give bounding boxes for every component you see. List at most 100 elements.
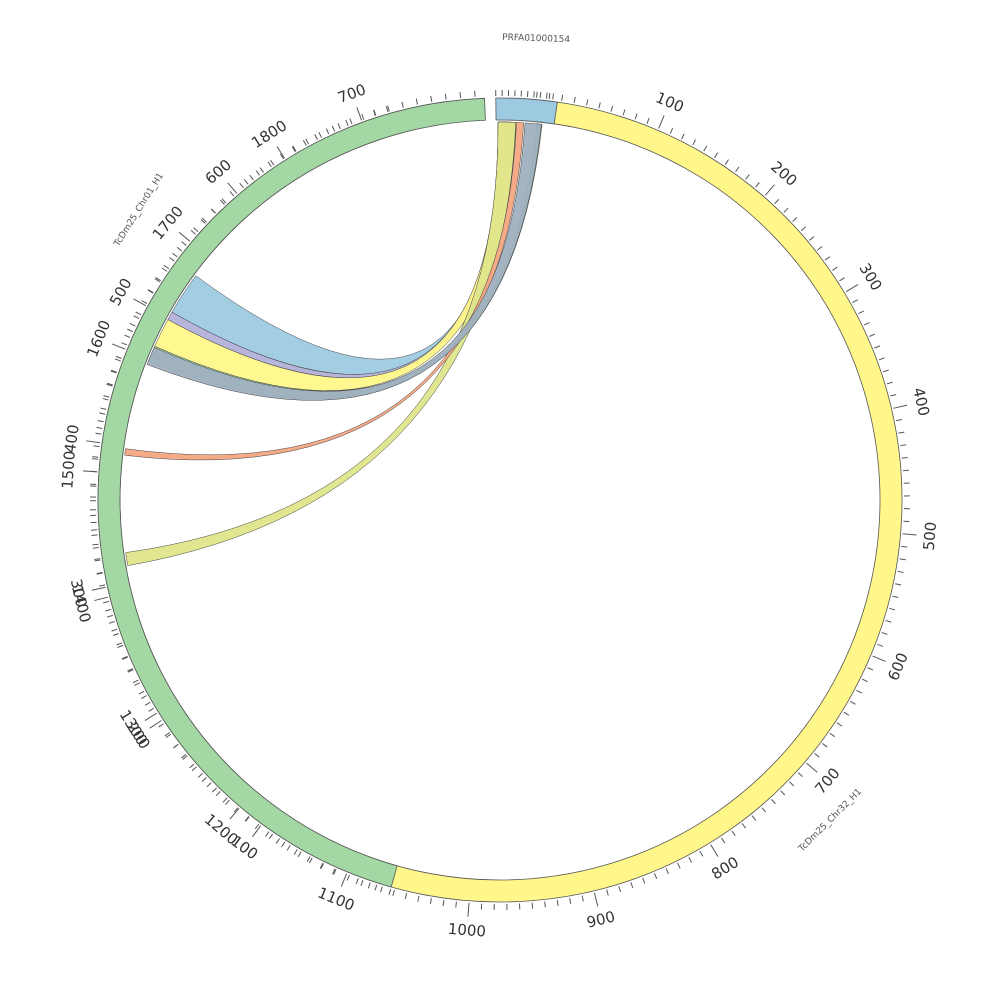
minor-tick [874,345,881,349]
tick-label-chr32: 300 [855,260,885,294]
minor-tick [770,798,776,805]
minor-tick [133,315,140,319]
minor-tick [346,874,350,881]
minor-tick [281,841,286,848]
minor-tick [896,418,903,422]
minor-tick [622,109,626,116]
minor-tick [292,145,297,152]
minor-tick [724,159,729,165]
link-ribbons [124,121,543,566]
minor-tick [255,170,260,176]
minor-tick [677,862,681,869]
minor-tick [867,667,874,671]
minor-tick [586,99,589,106]
minor-tick [291,146,296,152]
major-tick [252,825,262,838]
minor-tick [127,668,134,672]
minor-tick [545,92,548,99]
minor-tick [898,431,905,434]
minor-tick [455,901,457,908]
minor-tick [885,619,892,623]
minor-tick [244,816,250,822]
minor-tick [751,815,757,821]
minor-tick [94,559,101,562]
tick-label-chr32: 700 [811,764,843,797]
minor-tick [102,398,109,401]
minor-tick [106,383,113,387]
minor-tick [829,732,836,738]
minor-tick [367,882,371,889]
major-tick [112,343,126,350]
minor-tick [108,621,115,624]
minor-tick [688,856,693,863]
tick-label-chr01: 400 [61,423,83,454]
minor-tick [148,707,155,712]
minor-tick [832,266,838,271]
minor-tick [279,153,284,160]
minor-tick [314,134,318,140]
minor-tick [569,897,572,904]
minor-tick [165,733,172,739]
minor-tick [121,342,128,346]
minor-tick [270,159,275,166]
minor-tick [780,790,786,796]
tick-label-chr32: 1500 [58,450,79,489]
minor-tick [154,278,161,283]
minor-tick [789,781,795,787]
minor-tick [882,369,889,373]
minor-tick [430,95,433,102]
minor-tick [102,600,110,604]
minor-tick [681,133,685,140]
minor-tick [703,145,708,152]
tick-label-chr32: 1800 [248,116,290,152]
link-yellow [154,121,517,391]
minor-tick [92,456,99,458]
minor-tick [388,888,392,895]
minor-tick [141,300,148,305]
minor-tick [901,545,908,548]
minor-tick [850,700,856,705]
minor-tick [318,131,322,138]
minor-tick [132,679,139,684]
minor-tick [122,656,128,660]
tick-label-chr32: 200 [767,158,800,190]
minor-tick [97,420,104,423]
major-tick [178,231,191,242]
minor-tick [191,766,197,772]
minor-tick [895,583,902,586]
major-tick [340,873,348,887]
minor-tick [333,869,337,875]
minor-tick [401,101,404,108]
minor-tick [268,833,274,840]
minor-tick [809,236,815,241]
minor-tick [634,113,638,120]
minor-tick [93,445,100,448]
minor-tick [345,119,349,126]
minor-tick [863,321,870,326]
tick-label-chr01: 700 [335,80,368,107]
minor-tick [900,444,907,447]
minor-tick [598,102,601,109]
major-tick [149,720,162,729]
tick-label-chr01: 500 [106,275,136,309]
minor-tick [112,633,119,636]
minor-tick [127,328,133,333]
minor-tick [176,246,183,252]
minor-tick [459,91,462,98]
minor-tick [267,161,272,168]
minor-tick [692,139,697,146]
major-tick [133,298,147,307]
minor-tick [824,256,831,261]
minor-tick [654,873,658,880]
minor-tick [94,558,101,561]
minor-tick [332,868,336,875]
minor-tick [254,823,260,830]
minor-tick [206,782,212,788]
chrom-label-prfa: PRFA01000154 [502,33,571,45]
tick-label-chr32: 1600 [83,317,114,359]
minor-tick [320,863,324,870]
minor-tick [610,105,614,112]
minor-tick [901,456,908,459]
minor-tick [141,695,147,699]
